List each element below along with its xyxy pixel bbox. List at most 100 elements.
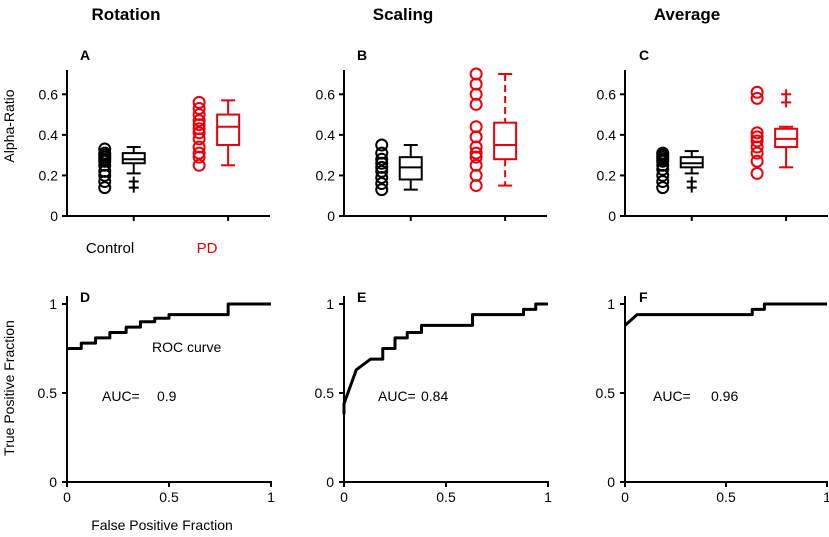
data-point (192, 108, 206, 122)
y-tick-label: 0.6 (316, 86, 336, 102)
data-point (469, 158, 483, 172)
box-iqr (216, 113, 241, 146)
data-point (750, 146, 764, 160)
y-tick-label: 0.2 (597, 167, 617, 183)
data-point (192, 122, 206, 136)
box-iqr (121, 152, 146, 165)
data-point (375, 160, 389, 174)
roc-curve-label: ROC curve (152, 339, 221, 355)
roc-panel-f: 0 0.5 1 0 0.5 1 (596, 296, 829, 505)
data-point (750, 126, 764, 140)
data-point (750, 154, 764, 168)
data-point (469, 67, 483, 81)
panel-label-a: A (80, 47, 90, 63)
box-iqr (493, 121, 518, 161)
data-point (375, 146, 389, 160)
y-tick-label: 0 (50, 208, 58, 224)
data-point (192, 95, 206, 109)
y-tick-label: 0 (326, 474, 334, 490)
x-tick-label: 0.5 (716, 489, 736, 505)
data-point (656, 146, 670, 160)
y-tick-label: 0.4 (316, 127, 336, 143)
roc-panel-e: 0 0.5 1 0 0.5 1 (315, 296, 552, 505)
data-point (192, 126, 206, 140)
y-tick-label: 1 (49, 296, 57, 312)
data-point (192, 101, 206, 115)
series-pd (469, 67, 518, 193)
y-tick-label: 0 (607, 474, 615, 490)
data-point (375, 138, 389, 152)
data-point (750, 130, 764, 144)
series-control (656, 146, 704, 195)
box-panel-b: 0 0.2 0.4 0.6 (316, 67, 547, 224)
data-point (192, 140, 206, 154)
plot-layer: 0 0.2 0.4 0.6 0 0.2 0.4 0.6 0 0.2 0.4 0.6 0 0.5 1 0 0.5 1… (38, 67, 829, 505)
x-tick-label: 1 (823, 489, 829, 505)
y-tick-label: 0 (608, 208, 616, 224)
data-point (98, 142, 112, 156)
auc-label-f: AUC= (653, 388, 691, 404)
data-point (98, 181, 112, 195)
data-point (750, 166, 764, 180)
y-tick-label: 1 (607, 296, 615, 312)
data-point (469, 120, 483, 134)
auc-value-d: 0.9 (157, 388, 177, 404)
panel-label-c: C (639, 47, 649, 63)
panel-label-d: D (80, 289, 90, 305)
box-iqr (774, 127, 799, 149)
box-panel-a: 0 0.2 0.4 0.6 (39, 70, 270, 224)
box-iqr (398, 156, 423, 181)
y-tick-label: 0 (327, 208, 335, 224)
roc-curve (342, 302, 548, 415)
data-point (192, 114, 206, 128)
y-tick-label: 1 (326, 296, 334, 312)
data-point (656, 181, 670, 195)
roc-panel-d: 0 0.5 1 0 0.5 1 (38, 296, 275, 505)
y-tick-label: 0.6 (39, 86, 59, 102)
y-tick-label: 0.6 (597, 86, 617, 102)
series-control (375, 138, 423, 197)
x-tick-label: 0 (621, 489, 629, 505)
auc-label-d: AUC= (102, 388, 140, 404)
y-tick-label: 0.5 (38, 385, 58, 401)
group-label-control: Control (86, 240, 134, 257)
panel-label-f: F (639, 289, 648, 305)
data-point (375, 164, 389, 178)
y-tick-label: 0.5 (315, 385, 335, 401)
data-point (750, 91, 764, 105)
roc-curve (624, 302, 827, 327)
x-tick-label: 0 (63, 489, 71, 505)
tpf-ylabel: True Positive Fraction (1, 320, 17, 456)
title-scaling: Scaling (373, 5, 433, 24)
y-tick-label: 0.2 (316, 167, 336, 183)
group-label-pd: PD (197, 240, 218, 257)
panel-label-b: B (357, 47, 367, 63)
data-point (375, 177, 389, 191)
series-pd (750, 85, 799, 180)
auc-value-f: 0.96 (711, 388, 738, 404)
box-iqr (679, 156, 704, 169)
x-tick-label: 1 (267, 489, 275, 505)
title-rotation: Rotation (92, 5, 161, 24)
auc-label-e: AUC= (378, 388, 416, 404)
data-point (656, 175, 670, 189)
series-control (98, 142, 146, 195)
x-tick-label: 0.5 (436, 489, 456, 505)
data-point (192, 158, 206, 172)
x-tick-label: 1 (544, 489, 552, 505)
data-point (750, 134, 764, 148)
y-tick-label: 0.5 (596, 385, 616, 401)
panel-label-e: E (357, 289, 366, 305)
x-tick-label: 0 (340, 489, 348, 505)
data-point (98, 146, 112, 160)
data-point (375, 183, 389, 197)
x-tick-label: 0.5 (159, 489, 179, 505)
box-panel-c: 0 0.2 0.4 0.6 (597, 70, 828, 224)
alpha-ratio-ylabel: Alpha-Ratio (1, 89, 17, 162)
data-point (192, 146, 206, 160)
title-average: Average (654, 5, 720, 24)
auc-value-e: 0.84 (421, 388, 448, 404)
roc-curve (67, 302, 271, 350)
y-tick-label: 0.4 (39, 127, 59, 143)
